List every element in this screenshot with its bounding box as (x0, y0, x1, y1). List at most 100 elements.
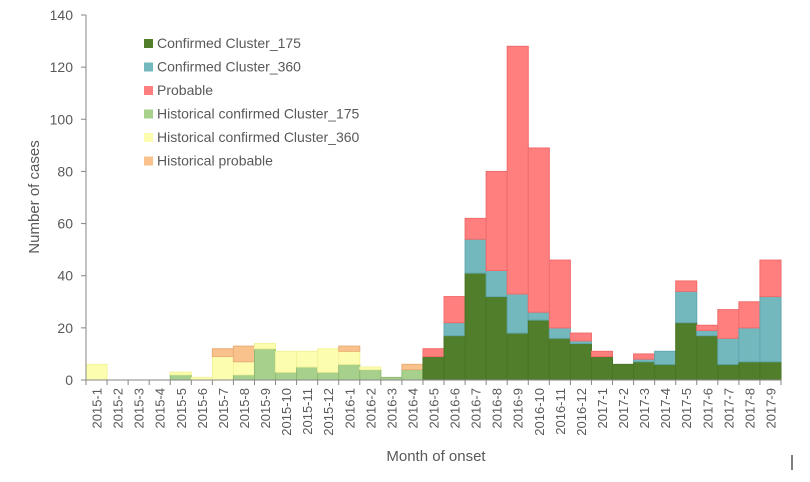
legend-label: Probable (157, 82, 213, 98)
legend-swatch (144, 86, 153, 95)
bar-segment-2016-8-s1 (485, 270, 508, 298)
bar-segment-2017-2-s0 (612, 363, 635, 381)
x-tick-label: 2015-3 (132, 388, 147, 428)
bar-segment-2017-8-s0 (738, 361, 761, 381)
bar-segment-2016-8-s2 (485, 170, 508, 271)
bar-segment-2016-6-s0 (443, 335, 466, 381)
x-tick-label: 2016-6 (448, 388, 463, 428)
bar-segment-2015-5-s3 (169, 374, 192, 381)
bar-segment-2017-8-s2 (738, 301, 761, 329)
x-tick-label: 2015-11 (300, 388, 315, 435)
bar-segment-2016-10-s0 (527, 319, 550, 381)
legend-swatch (144, 156, 153, 166)
bar-segment-2015-8-s3 (232, 374, 255, 381)
bar-segment-2016-11-s1 (548, 327, 571, 339)
legend-label: Historical confirmed Cluster_175 (157, 106, 360, 122)
bar-segment-2017-5-s1 (675, 290, 698, 324)
x-tick-label: 2017-6 (700, 388, 715, 428)
legend-label: Historical confirmed Cluster_360 (157, 129, 360, 145)
x-tick-label: 2017-3 (637, 388, 652, 428)
bar-segment-2017-9-s0 (759, 361, 782, 381)
axes-group: 0 20 40 60 80 100 120 140 2015-1 2015-2 2015-3 2015… (50, 7, 782, 436)
x-tick-label: 2016-5 (427, 388, 442, 428)
x-tick-label: 2015-5 (174, 388, 189, 428)
x-tick-label: 2015-7 (216, 388, 231, 428)
bar-segment-2015-9-s4 (253, 343, 277, 350)
legend-swatch (144, 39, 153, 48)
bar-segment-2016-7-s1 (464, 238, 487, 274)
x-tick-label: 2015-1 (90, 388, 105, 428)
bar-segment-2017-7-s2 (717, 309, 740, 339)
bar-segment-2017-3-s0 (633, 361, 656, 381)
bar-segment-2017-3-s2 (633, 353, 656, 360)
bar-segment-2015-9-s3 (253, 348, 277, 381)
y-tick-label: 40 (57, 268, 73, 284)
bar-segment-2015-7-s5 (211, 348, 234, 358)
bar-segment-2016-2-s3 (359, 369, 382, 381)
x-tick-label: 2016-12 (574, 388, 589, 436)
bar-segment-2015-11-s4 (296, 350, 319, 368)
x-tick-label: 2017-5 (679, 388, 694, 428)
x-tick-label: 2015-12 (321, 388, 336, 436)
bar-segment-2017-6-s0 (696, 335, 719, 381)
bar-segment-2016-9-s1 (506, 293, 529, 334)
x-tick-label: 2016-10 (532, 388, 547, 436)
legend-swatch (144, 62, 153, 72)
x-tick-label: 2017-8 (742, 388, 757, 428)
bar-segment-2017-8-s1 (738, 327, 761, 363)
y-axis-title: Number of cases (26, 140, 43, 253)
y-tick-label: 0 (65, 372, 73, 388)
bar-segment-2016-5-s2 (422, 348, 445, 358)
bar-segment-2016-9-s0 (506, 332, 529, 381)
legend-swatch (144, 109, 153, 119)
y-tick-label: 120 (50, 59, 74, 75)
x-tick-label: 2015-2 (111, 388, 126, 428)
bar-segment-2016-7-s2 (464, 217, 487, 240)
bar-segment-2015-8-s4 (232, 361, 255, 376)
x-tick-label: 2016-11 (553, 388, 568, 435)
bar-segment-2017-5-s0 (675, 322, 698, 381)
legend-label: Confirmed Cluster_360 (157, 59, 301, 75)
bar-segment-2015-10-s4 (275, 350, 298, 373)
x-tick-label: 2015-6 (195, 388, 210, 428)
legend-swatch (144, 133, 153, 142)
bar-segment-2015-10-s3 (275, 371, 298, 381)
bar-segment-2016-1-s3 (338, 363, 361, 381)
x-tick-label: 2017-4 (658, 388, 673, 428)
x-tick-label: 2017-7 (721, 388, 736, 428)
bar-segment-2017-9-s2 (759, 259, 782, 298)
bar-segment-2016-10-s2 (527, 147, 550, 313)
bar-segment-2017-5-s2 (675, 280, 698, 292)
bar-segment-2016-10-s1 (527, 311, 550, 321)
bar-segment-2017-9-s1 (759, 296, 782, 363)
bar-segment-2016-11-s0 (548, 337, 571, 381)
x-tick-label: 2016-1 (342, 388, 357, 428)
legend: Confirmed Cluster_175 Confirmed Cluster_3… (144, 35, 360, 169)
bar-segment-2015-7-s4 (211, 356, 234, 381)
bar-segment-2016-4-s5 (401, 363, 424, 371)
bar-segment-2016-12-s0 (569, 343, 592, 381)
y-tick-label: 100 (50, 111, 74, 127)
bar-segment-2015-1-s4 (85, 363, 108, 381)
y-tick-label: 20 (57, 320, 73, 336)
x-axis-title: Month of onset (386, 448, 486, 465)
bar-segment-2017-4-s0 (654, 363, 677, 381)
x-tick-label: 2017-9 (763, 388, 778, 428)
y-tick-label: 60 (57, 216, 73, 232)
bar-segment-2016-12-s2 (569, 332, 592, 342)
bar-segment-2016-8-s0 (485, 296, 508, 381)
bar-segment-2016-5-s0 (422, 356, 445, 381)
x-tick-label: 2017-2 (616, 388, 631, 428)
bar-segment-2015-11-s3 (296, 366, 319, 381)
legend-label: Historical probable (157, 153, 273, 169)
bar-segment-2016-11-s2 (548, 259, 571, 329)
x-tick-label: 2015-4 (153, 388, 168, 428)
bar-segment-2016-1-s5 (338, 345, 361, 352)
bar-segment-2016-2-s4 (359, 366, 382, 371)
bar-segment-2017-4-s1 (654, 350, 677, 365)
bar-segment-2016-4-s3 (401, 369, 424, 381)
x-tick-label: 2016-4 (405, 388, 420, 428)
bar-segment-2015-12-s4 (317, 348, 340, 373)
bar-segment-2015-5-s4 (169, 371, 192, 376)
